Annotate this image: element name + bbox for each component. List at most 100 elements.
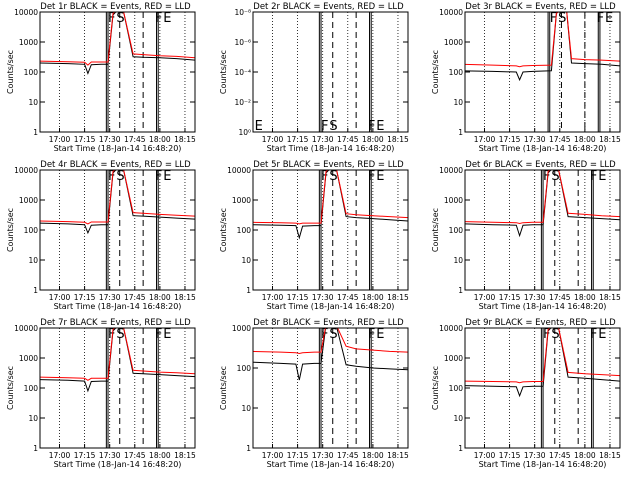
x-tick-label: 18:15	[174, 451, 196, 460]
x-tick-label: 17:00	[474, 451, 496, 460]
y-tick-label: 1	[33, 286, 38, 295]
flag-label: F	[108, 169, 115, 184]
y-tick-label: 10000	[439, 324, 463, 333]
lld-series-line	[40, 328, 195, 381]
y-axis-label: Counts/sec	[431, 366, 440, 410]
y-tick-label: 10	[453, 98, 463, 107]
x-tick-label: 18:00	[574, 293, 596, 302]
x-axis-label: Start Time (18-Jan-14 16:48:20)	[479, 144, 607, 153]
y-tick-label: 10	[241, 404, 251, 413]
y-tick-label: 1	[458, 444, 463, 453]
lld-series-line	[465, 12, 620, 68]
y-tick-label: 1000	[232, 196, 251, 205]
x-tick-label: 17:45	[337, 451, 359, 460]
y-tick-label: 10	[28, 414, 38, 423]
panel-title: Det 4r BLACK = Events, RED = LLD	[40, 160, 191, 170]
y-tick-label: 10000	[439, 166, 463, 175]
x-tick-label: 18:15	[387, 293, 409, 302]
y-tick-label: 100	[24, 68, 39, 77]
x-tick-label: 17:30	[312, 293, 334, 302]
x-tick-label: 18:00	[149, 293, 171, 302]
x-tick-label: 17:15	[74, 293, 96, 302]
x-tick-label: 17:00	[262, 451, 284, 460]
flag-label: F	[590, 327, 597, 342]
x-tick-label: 17:45	[549, 451, 571, 460]
panel-title: Det 2r BLACK = Events, RED = LLD	[253, 2, 404, 12]
flag-label: S	[329, 327, 337, 342]
x-tick-label: 18:00	[574, 451, 596, 460]
flag-label: F	[550, 11, 557, 26]
flag-label: F	[543, 169, 550, 184]
x-tick-label: 17:45	[549, 135, 571, 144]
x-tick-label: 17:45	[124, 451, 146, 460]
y-axis-label: Counts/sec	[431, 208, 440, 252]
y-tick-label: 100	[237, 364, 252, 373]
x-tick-label: 17:00	[262, 293, 284, 302]
x-axis-label: Start Time (18-Jan-14 16:48:20)	[267, 460, 395, 469]
y-tick-label: 10	[241, 256, 251, 265]
plot-frame	[464, 11, 621, 133]
x-tick-label: 18:00	[149, 451, 171, 460]
x-tick-label: 17:45	[337, 293, 359, 302]
flag-label: E	[163, 11, 171, 26]
flag-label: E	[598, 327, 606, 342]
plot-frame	[39, 327, 196, 449]
y-tick-label: 1000	[444, 38, 463, 47]
flag-label: E	[376, 327, 384, 342]
y-tick-label: 100	[24, 384, 39, 393]
y-tick-label: 10⁻⁴	[234, 68, 251, 77]
x-tick-label: 17:15	[287, 293, 309, 302]
flag-label: E	[605, 11, 613, 26]
y-axis-label: Counts/sec	[219, 208, 228, 252]
x-tick-label: 17:15	[499, 293, 521, 302]
x-tick-label: 17:45	[124, 135, 146, 144]
x-tick-label: 18:15	[387, 135, 409, 144]
panel-title: Det 3r BLACK = Events, RED = LLD	[465, 2, 616, 12]
y-tick-label: 100	[237, 226, 252, 235]
y-tick-label: 1	[33, 444, 38, 453]
panel-title: Det 1r BLACK = Events, RED = LLD	[40, 2, 191, 12]
y-tick-label: 10⁻⁶	[234, 38, 251, 47]
y-tick-label: 100	[449, 68, 464, 77]
lld-series-line	[40, 12, 195, 66]
lld-series-line	[465, 328, 620, 384]
panel-title: Det 9r BLACK = Events, RED = LLD	[465, 318, 616, 328]
y-axis-label: Counts/sec	[431, 50, 440, 94]
plot-frame	[39, 11, 196, 133]
flag-label: S	[116, 169, 124, 184]
flag-label: F	[155, 11, 162, 26]
x-tick-label: 17:15	[287, 135, 309, 144]
panel-title: Det 5r BLACK = Events, RED = LLD	[253, 160, 404, 170]
y-tick-label: 10	[28, 98, 38, 107]
x-tick-label: 17:30	[312, 135, 334, 144]
x-tick-label: 18:00	[574, 135, 596, 144]
plot-frame	[252, 169, 409, 291]
x-tick-label: 17:45	[124, 293, 146, 302]
flag-label: E	[163, 327, 171, 342]
x-axis-label: Start Time (18-Jan-14 16:48:20)	[54, 144, 182, 153]
x-tick-label: 18:00	[362, 135, 384, 144]
x-tick-label: 17:30	[99, 135, 121, 144]
events-series-line	[253, 328, 408, 381]
x-tick-label: 18:00	[362, 451, 384, 460]
flag-label: E	[598, 169, 606, 184]
x-tick-label: 17:15	[74, 451, 96, 460]
y-tick-label: 1	[458, 128, 463, 137]
lld-series-line	[253, 170, 408, 225]
y-tick-label: 10000	[14, 166, 38, 175]
x-axis-label: Start Time (18-Jan-14 16:48:20)	[267, 144, 395, 153]
y-tick-label: 1	[246, 286, 251, 295]
plot-frame	[464, 169, 621, 291]
y-tick-label: 1000	[19, 354, 38, 363]
y-tick-label: 10000	[227, 166, 251, 175]
x-tick-label: 17:00	[474, 135, 496, 144]
x-tick-label: 18:00	[149, 135, 171, 144]
y-axis-label: Counts/sec	[6, 366, 15, 410]
x-tick-label: 17:15	[499, 135, 521, 144]
y-tick-label: 10000	[439, 8, 463, 17]
